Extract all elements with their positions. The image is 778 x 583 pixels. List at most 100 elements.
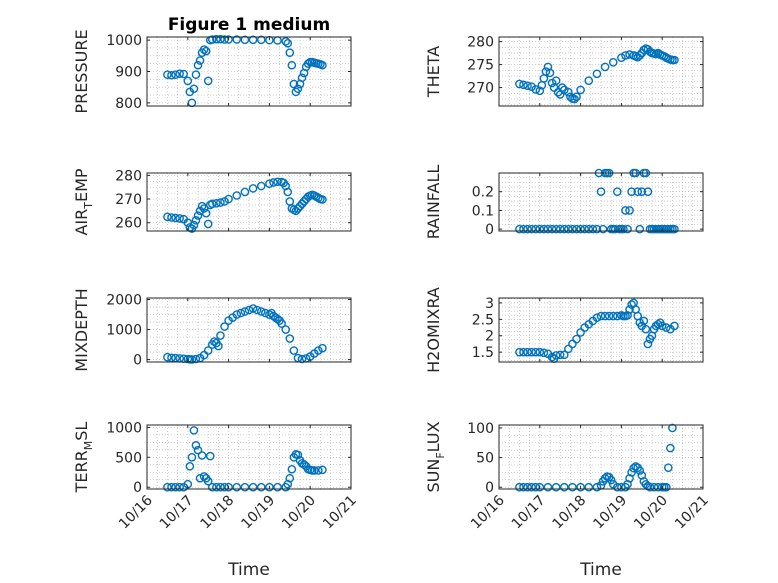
data-point [224, 194, 233, 204]
data-point [287, 464, 297, 474]
data-point [564, 224, 573, 234]
data-point [207, 199, 217, 209]
data-point [515, 482, 524, 492]
data-point [627, 187, 636, 197]
y-tick-label: 270 [115, 192, 142, 208]
y-tick-label: 1000 [106, 420, 142, 436]
data-point [664, 463, 673, 472]
data-point [523, 81, 532, 91]
data-point [252, 305, 262, 315]
data-point [175, 214, 184, 223]
data-point [171, 482, 180, 492]
panel-h2omixra: 1.522.53 H2OMIXRA [424, 287, 704, 373]
data-point [216, 34, 225, 44]
data-point [195, 56, 205, 65]
data-point [584, 224, 594, 234]
data-point [281, 325, 291, 334]
y-tick-label: 50 [476, 451, 494, 467]
data-point [559, 350, 569, 360]
y-axis-label: AIRTEMP [72, 168, 95, 235]
data-point [608, 58, 618, 67]
data-point [535, 224, 545, 234]
y-tick-label: 1.5 [472, 345, 494, 361]
data-point [649, 482, 659, 492]
data-point [189, 426, 199, 435]
data-point [240, 187, 250, 197]
data-point [592, 69, 602, 79]
data-point [309, 466, 319, 475]
data-point [183, 76, 193, 86]
data-point [527, 224, 536, 234]
data-point [643, 339, 653, 349]
panel-theta: 270 275 280 THETA [424, 35, 704, 107]
y-tick-label: 800 [115, 96, 142, 112]
data-point [287, 60, 297, 70]
data-point [596, 187, 606, 197]
data-point [670, 224, 679, 234]
y-tick-label: 900 [115, 65, 142, 81]
data-point [576, 85, 585, 95]
y-axis-label: H2OMIXRA [424, 287, 443, 373]
x-tick-label: 10/18 [550, 493, 590, 533]
data-point [297, 354, 307, 364]
data-point [564, 87, 573, 97]
data-point [232, 310, 242, 319]
y-tick-label: 260 [115, 216, 142, 232]
data-point [592, 313, 602, 322]
data-point [167, 482, 176, 492]
x-axis-label: Time [227, 560, 270, 580]
data-point [179, 69, 189, 79]
data-point [265, 482, 274, 492]
data-point [197, 201, 207, 211]
data-point [203, 476, 213, 486]
y-axis-label: MIXDEPTH [72, 288, 91, 371]
data-point [293, 450, 303, 460]
panel-air_temp: 260 270 280 AIRTEMP [72, 168, 352, 236]
y-axis-label: TERRMSL [72, 422, 95, 494]
data-point [265, 179, 274, 188]
data-point [535, 86, 545, 96]
data-point [535, 482, 545, 492]
data-point [167, 353, 176, 363]
data-point [232, 35, 242, 44]
data-point [559, 482, 569, 492]
data-point [318, 195, 327, 204]
data-point [666, 443, 675, 453]
data-point [207, 35, 217, 44]
data-point [189, 84, 199, 94]
data-point [224, 35, 233, 44]
axes-frame [498, 36, 704, 107]
y-axis-label: SUNFLUX [424, 421, 447, 492]
series-points [515, 423, 677, 492]
data-point [519, 347, 528, 357]
data-point [283, 38, 293, 48]
axes-frame [498, 172, 704, 232]
data-point [519, 80, 528, 90]
data-point [203, 219, 213, 229]
data-point [551, 76, 561, 85]
data-point [303, 59, 313, 68]
data-point [175, 69, 184, 78]
data-point [643, 187, 653, 197]
series-points [163, 304, 327, 364]
data-point [207, 482, 217, 492]
chart-title: Figure 1 medium [168, 15, 330, 35]
series-points [515, 298, 679, 364]
data-point [568, 482, 577, 492]
data-point [641, 324, 651, 334]
y-tick-label: 500 [115, 450, 142, 466]
data-point [653, 319, 663, 329]
data-point [216, 331, 225, 340]
data-point [596, 311, 606, 321]
data-point [224, 482, 233, 492]
axes-frame [146, 172, 352, 232]
axes-frame [498, 297, 704, 363]
data-point [523, 347, 532, 357]
data-point [608, 311, 618, 321]
data-point [191, 216, 201, 225]
data-point [203, 346, 213, 355]
data-point [621, 206, 630, 215]
y-tick-label: 2000 [106, 293, 142, 309]
data-point [195, 473, 205, 483]
y-tick-label: 280 [467, 35, 494, 51]
